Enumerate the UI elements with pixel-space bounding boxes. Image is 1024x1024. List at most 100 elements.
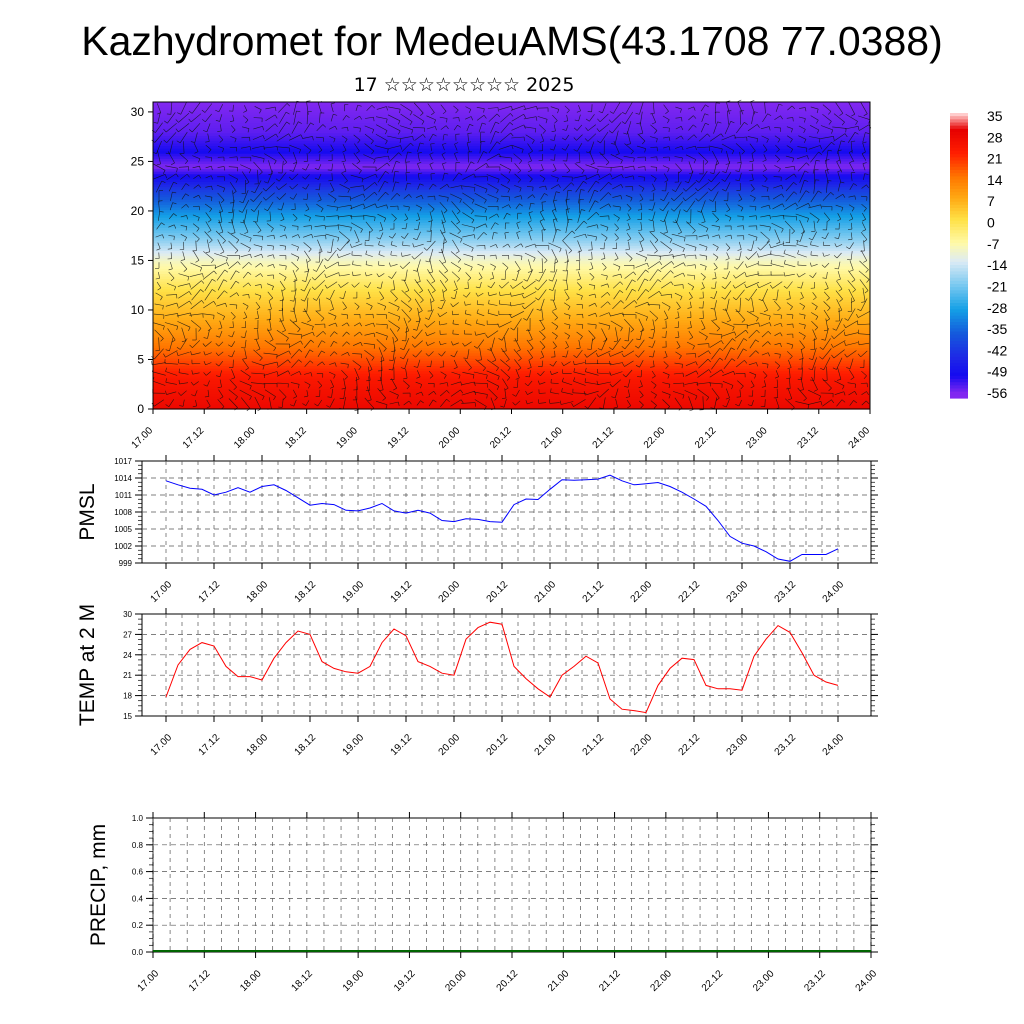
wind-barb — [527, 380, 533, 386]
wind-barb — [451, 271, 460, 279]
wind-barb-flag — [165, 349, 170, 352]
wind-barb-flag — [450, 354, 455, 358]
wind-barb-flag — [218, 327, 223, 330]
wind-barb-flag — [681, 364, 683, 369]
wind-barb — [405, 183, 408, 191]
heatmap-band — [153, 194, 870, 198]
wind-barb-flag — [695, 187, 699, 192]
wind-barb-flag — [297, 328, 301, 333]
wind-barb — [379, 232, 384, 240]
wind-barb — [414, 329, 423, 339]
wind-barb-flag — [607, 283, 610, 288]
heatmap-band — [153, 322, 870, 326]
wind-barb-flag — [849, 218, 853, 221]
wind-barb — [305, 203, 310, 210]
wind-barb — [726, 150, 730, 164]
wind-barb-flag — [208, 149, 212, 153]
heatmap-band — [153, 258, 870, 262]
wind-barb — [168, 224, 175, 228]
wind-barb — [711, 320, 720, 329]
wind-barb — [749, 350, 757, 358]
wind-barb — [416, 268, 421, 282]
wind-barb-flag — [401, 252, 403, 257]
wind-barb — [539, 330, 546, 338]
wind-barb — [314, 225, 326, 227]
wind-barb — [688, 170, 694, 183]
wind-barb-flag — [866, 279, 870, 283]
wind-barb-flag — [815, 316, 819, 321]
wind-barb — [563, 361, 571, 367]
wind-barb-flag — [317, 199, 322, 202]
wind-barb — [502, 262, 509, 268]
wind-barb — [774, 154, 780, 160]
wind-barb — [414, 340, 423, 348]
wind-barb-flag — [542, 178, 546, 183]
wind-barb — [797, 253, 807, 258]
wind-barb-flag — [178, 368, 180, 373]
wind-barb — [650, 156, 657, 158]
wind-barb — [565, 124, 569, 131]
wind-barb — [430, 229, 432, 242]
wind-barb — [486, 174, 500, 180]
wind-barb-flag — [432, 133, 437, 137]
wind-barb — [591, 251, 593, 260]
wind-barb-flag — [450, 297, 455, 299]
heatmap-band — [153, 173, 870, 177]
wind-barb-flag — [573, 127, 578, 131]
wind-barb-flag — [823, 329, 828, 332]
y-tick-label: 30 — [131, 105, 145, 119]
wind-barb-flag — [202, 119, 206, 123]
wind-barb-flag — [591, 277, 595, 281]
wind-barb — [365, 264, 373, 267]
wind-barb — [640, 380, 643, 387]
wind-barb — [167, 112, 176, 124]
wind-barb — [350, 174, 364, 179]
wind-barb-flag — [819, 138, 821, 143]
wind-barb-flag — [180, 259, 185, 261]
wind-barb-flag — [820, 401, 823, 406]
wind-barb — [700, 122, 706, 133]
colorbar-segment — [950, 157, 968, 162]
wind-barb-flag — [215, 363, 220, 367]
wind-barb — [279, 111, 287, 124]
wind-barb-flag — [580, 295, 583, 300]
wind-barb-flag — [370, 140, 374, 145]
wind-barb — [155, 122, 163, 133]
wind-barb-flag — [609, 371, 612, 376]
wind-barb-flag — [865, 400, 870, 405]
wind-barb-flag — [680, 126, 684, 131]
colorbar-segment — [950, 363, 968, 367]
wind-barb-flag — [648, 208, 653, 211]
wind-barb — [808, 389, 821, 397]
wind-barb — [797, 162, 807, 172]
wind-barb — [578, 271, 581, 279]
wind-barb-flag — [473, 227, 475, 232]
wind-barb — [453, 280, 458, 290]
wind-barb — [316, 288, 324, 301]
wind-barb-flag — [188, 291, 192, 295]
wind-barb-flag — [518, 358, 522, 362]
wind-barb — [734, 329, 746, 339]
wind-barb-flag — [694, 264, 696, 269]
wind-barb — [403, 380, 410, 387]
wind-barb — [576, 293, 583, 297]
wind-barb-flag — [818, 190, 822, 194]
wind-barb — [538, 402, 547, 404]
wind-barb-flag — [249, 385, 252, 390]
wind-barb — [450, 381, 461, 386]
wind-barb-flag — [644, 278, 649, 281]
colorbar-segment — [950, 350, 968, 355]
wind-barb-flag — [298, 121, 302, 124]
wind-barb — [845, 342, 858, 346]
wind-barb — [229, 304, 237, 306]
wind-barb — [156, 222, 162, 230]
colorbar-segment — [950, 211, 968, 215]
wind-barb — [812, 347, 817, 360]
wind-barb — [820, 125, 833, 131]
wind-barb-flag — [394, 171, 399, 173]
wind-barb — [254, 180, 262, 194]
wind-barb-flag — [745, 297, 749, 301]
wind-barb-flag — [555, 326, 559, 330]
wind-barb-flag — [344, 376, 348, 380]
wind-barb-flag — [607, 301, 611, 305]
